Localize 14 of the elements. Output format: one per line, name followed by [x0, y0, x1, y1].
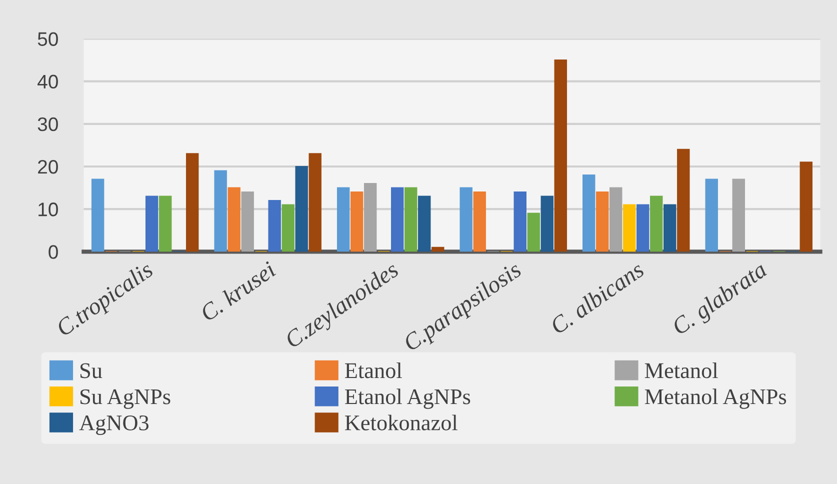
- y-tick-label: 30: [38, 117, 58, 132]
- legend-label: Su: [80, 363, 102, 378]
- y-tick-label: 20: [38, 160, 58, 174]
- y-tick-label: 50: [38, 32, 58, 46]
- legend-label: Etanol: [345, 362, 402, 378]
- legend-label: Su AgNPs: [80, 389, 170, 409]
- legend-label: Metanol: [644, 362, 718, 378]
- y-tick-label: 10: [38, 202, 58, 216]
- y-tick-label: 40: [38, 74, 58, 89]
- legend-label: AgNO3: [79, 415, 149, 435]
- legend-label: Ketokonazol: [345, 414, 458, 430]
- legend-label: Metanol AgNPs: [644, 388, 786, 409]
- legend-label: Etanol AgNPs: [345, 388, 470, 409]
- y-tick-label: 0: [48, 245, 58, 259]
